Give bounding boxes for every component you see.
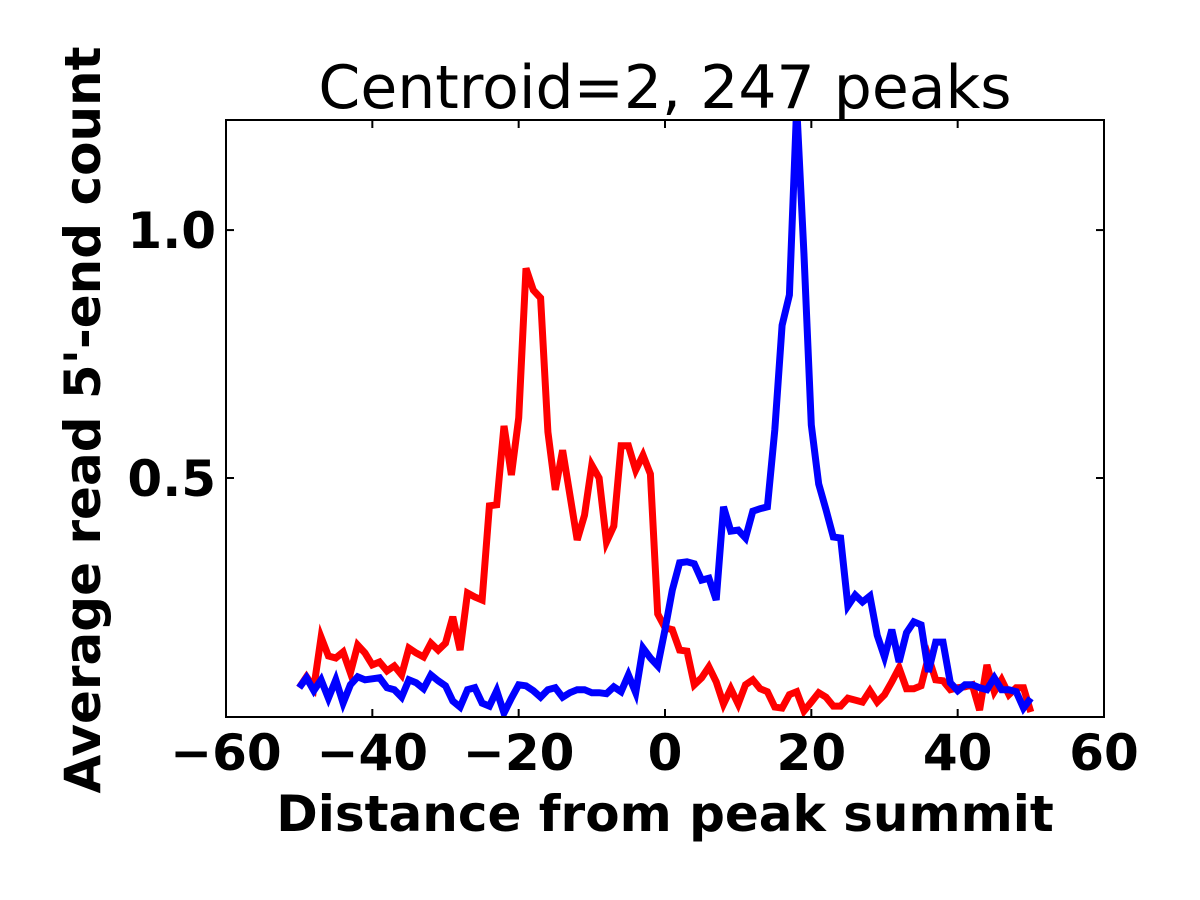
series-group bbox=[296, 120, 1035, 717]
chart-title: Centroid=2, 247 peaks bbox=[318, 53, 1011, 123]
x-tick-label: 60 bbox=[1069, 724, 1139, 782]
series-line-1 bbox=[296, 120, 1034, 717]
x-axis: −60 −40 −20 0 20 40 60 bbox=[170, 120, 1139, 782]
y-axis-label: Average read 5'-end count bbox=[54, 46, 112, 793]
x-axis-label: Distance from peak summit bbox=[276, 785, 1054, 843]
y-tick-label: 0.5 bbox=[127, 450, 216, 508]
x-tick-label: −60 bbox=[170, 724, 281, 782]
y-tick-label: 1.0 bbox=[127, 202, 216, 260]
x-tick-label: 20 bbox=[777, 724, 847, 782]
x-tick-label: 40 bbox=[923, 724, 993, 782]
x-tick-label: −40 bbox=[317, 724, 428, 782]
x-tick-label: −20 bbox=[463, 724, 574, 782]
y-axis: 0.5 1.0 bbox=[127, 202, 1104, 508]
x-tick-label: 0 bbox=[648, 724, 683, 782]
